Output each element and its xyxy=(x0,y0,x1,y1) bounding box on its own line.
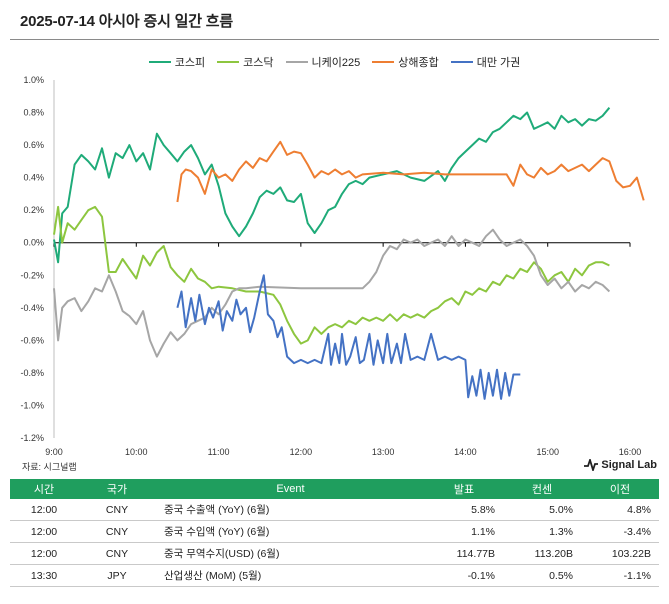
legend-item-nikkei: 니케이225 xyxy=(285,54,361,70)
y-tick-label: 0.4% xyxy=(23,173,44,183)
col-header-consensus: 컨센 xyxy=(503,479,581,499)
y-tick-label: -0.6% xyxy=(20,335,44,345)
col-header-time: 시간 xyxy=(10,479,78,499)
cell-country: CNY xyxy=(78,520,156,543)
legend-item-taiex: 대만 가권 xyxy=(450,54,521,70)
brand-logo: Signal Lab xyxy=(584,459,657,471)
x-tick-label: 11:00 xyxy=(208,447,230,457)
legend-label: 코스닥 xyxy=(243,57,274,69)
legend-swatch-kosdaq xyxy=(217,61,240,63)
y-tick-label: 1.0% xyxy=(23,75,44,85)
events-table: 시간 국가 Event 발표 컨센 이전 12:00 CNY 중국 수출액 (Y… xyxy=(10,479,659,587)
cell-consensus: 5.0% xyxy=(503,499,581,521)
y-tick-label: 0.2% xyxy=(23,205,44,215)
y-tick-label: -0.8% xyxy=(20,368,44,378)
cell-country: JPY xyxy=(78,564,156,587)
cell-actual: 114.77B xyxy=(425,542,503,565)
y-tick-label: -1.2% xyxy=(20,433,44,443)
series-line-4 xyxy=(176,274,521,400)
source-note: 자료: 시그널랩 xyxy=(22,462,77,472)
cell-previous: -3.4% xyxy=(581,520,659,543)
legend-label: 상해종합 xyxy=(398,57,439,69)
table-header-row: 시간 국가 Event 발표 컨센 이전 xyxy=(10,479,659,499)
x-tick-label: 9:00 xyxy=(45,447,63,457)
cell-previous: 103.22B xyxy=(581,542,659,565)
table-row: 12:00 CNY 중국 수입액 (YoY) (6월) 1.1% 1.3% -3… xyxy=(10,520,659,543)
y-tick-label: -0.2% xyxy=(20,270,44,280)
legend-swatch-nikkei xyxy=(285,61,308,63)
series-line-1 xyxy=(53,205,610,345)
col-header-country: 국가 xyxy=(78,479,156,499)
cell-country: CNY xyxy=(78,542,156,565)
x-tick-label: 10:00 xyxy=(125,447,148,457)
col-header-actual: 발표 xyxy=(425,479,503,499)
cell-consensus: 113.20B xyxy=(503,542,581,565)
table-row: 12:00 CNY 중국 무역수지(USD) (6월) 114.77B 113.… xyxy=(10,542,659,565)
legend-label: 니케이225 xyxy=(311,57,361,69)
cell-time: 12:00 xyxy=(10,520,78,543)
y-tick-label: -1.0% xyxy=(20,400,44,410)
brand-name: Signal Lab xyxy=(601,459,657,471)
cell-event: 중국 수입액 (YoY) (6월) xyxy=(156,520,425,543)
series-line-2 xyxy=(53,228,611,358)
cell-consensus: 0.5% xyxy=(503,564,581,587)
cell-time: 12:00 xyxy=(10,499,78,521)
cell-actual: -0.1% xyxy=(425,564,503,587)
cell-event: 중국 무역수지(USD) (6월) xyxy=(156,542,425,565)
y-tick-label: 0.0% xyxy=(23,238,44,248)
col-header-event: Event xyxy=(156,479,425,499)
y-tick-label: -0.4% xyxy=(20,303,44,313)
legend-label: 코스피 xyxy=(174,57,206,69)
cell-previous: 4.8% xyxy=(581,499,659,521)
title-divider xyxy=(10,39,659,40)
legend-item-shanghai: 상해종합 xyxy=(372,54,439,70)
table-row: 12:00 CNY 중국 수출액 (YoY) (6월) 5.8% 5.0% 4.… xyxy=(10,499,659,521)
cell-consensus: 1.3% xyxy=(503,520,581,543)
x-tick-label: 16:00 xyxy=(619,447,642,457)
x-tick-label: 13:00 xyxy=(372,447,395,457)
y-tick-label: 0.8% xyxy=(23,108,44,118)
legend-swatch-kospi xyxy=(148,61,171,63)
cell-actual: 1.1% xyxy=(425,520,503,543)
cell-time: 12:00 xyxy=(10,542,78,565)
x-tick-label: 15:00 xyxy=(536,447,559,457)
series-line-0 xyxy=(53,107,611,264)
y-tick-label: 0.6% xyxy=(23,140,44,150)
legend-swatch-shanghai xyxy=(372,61,395,63)
page-title: 2025-07-14 아시아 증시 일간 흐름 xyxy=(20,13,233,30)
table-row: 13:30 JPY 산업생산 (MoM) (5월) -0.1% 0.5% -1.… xyxy=(10,564,659,587)
x-tick-label: 14:00 xyxy=(454,447,477,457)
legend-label: 대만 가권 xyxy=(476,57,521,69)
cell-actual: 5.8% xyxy=(425,499,503,521)
cell-event: 산업생산 (MoM) (5월) xyxy=(156,564,425,587)
pulse-icon xyxy=(584,459,599,471)
x-tick-label: 12:00 xyxy=(290,447,313,457)
cell-time: 13:30 xyxy=(10,564,78,587)
legend-item-kosdaq: 코스닥 xyxy=(217,54,274,70)
cell-previous: -1.1% xyxy=(581,564,659,587)
col-header-previous: 이전 xyxy=(581,479,659,499)
cell-country: CNY xyxy=(78,499,156,521)
cell-event: 중국 수출액 (YoY) (6월) xyxy=(156,499,425,521)
legend-swatch-taiex xyxy=(450,61,473,63)
chart-legend: 코스피 코스닥 니케이225 상해종합 대만 가권 xyxy=(0,54,669,70)
series-line-3 xyxy=(176,140,645,203)
legend-item-kospi: 코스피 xyxy=(148,54,206,70)
